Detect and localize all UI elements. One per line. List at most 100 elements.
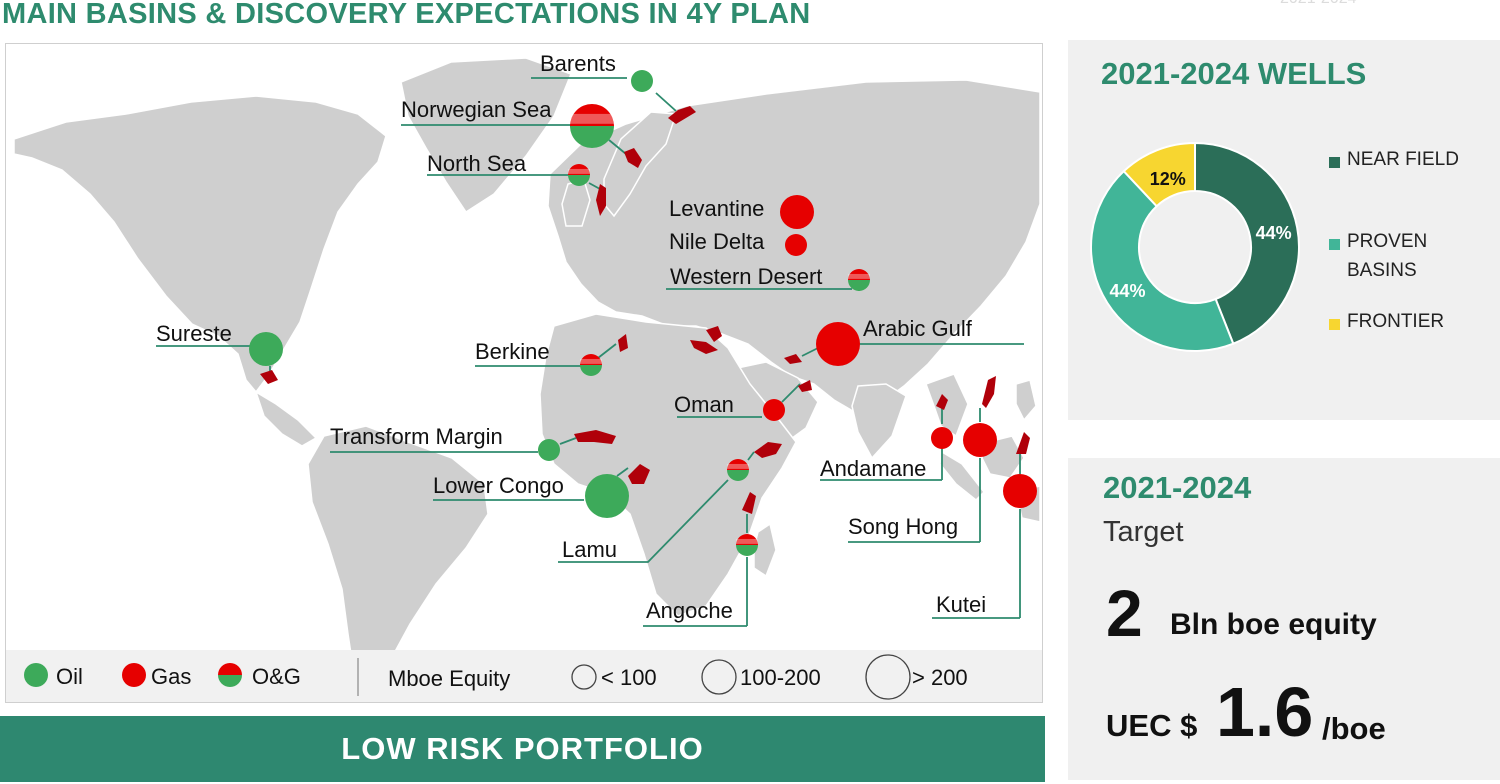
- label-kutei: Kutei: [936, 592, 987, 617]
- marker-arabic-gulf: [816, 322, 860, 366]
- basin-shape-norwegian: [624, 148, 642, 168]
- label-north-sea: North Sea: [427, 151, 527, 176]
- leader-norwegian-sea: [401, 124, 627, 155]
- legend-gas-label: Gas: [151, 664, 192, 689]
- leader-lower-congo: [433, 467, 629, 501]
- legend-size-title: Mboe Equity: [388, 666, 511, 691]
- marker-berkine: [580, 354, 602, 376]
- basin-shape-kutei-shape: [1016, 432, 1030, 454]
- wells-legend-label-0: NEAR FIELD: [1347, 149, 1459, 170]
- uec-unit: /boe: [1322, 711, 1386, 746]
- legend-og-label: O&G: [252, 664, 301, 689]
- basin-shape-barents: [668, 106, 696, 124]
- legend-size-medium-label: 100-200: [740, 665, 821, 690]
- target-unit: Bln boe equity: [1170, 608, 1377, 641]
- marker-kutei: [1003, 474, 1037, 508]
- wells-legend-label-1: PROVEN BASINS: [1347, 231, 1428, 281]
- donut-label-1: 44%: [1109, 281, 1145, 301]
- label-western-desert: Western Desert: [670, 264, 823, 289]
- legend-oil-label: Oil: [56, 664, 83, 689]
- marker-norwegian-sea: [570, 104, 614, 148]
- label-sureste: Sureste: [156, 321, 232, 346]
- label-arabic-gulf: Arabic Gulf: [863, 316, 972, 341]
- marker-angoche: [736, 534, 758, 556]
- uec-value: 1.6: [1216, 673, 1314, 751]
- wells-legend-swatch-0: [1329, 157, 1340, 168]
- target-label: Target: [1103, 516, 1184, 548]
- target-panel: 2021-2024 Target 2 Bln boe equity UEC $ …: [1068, 458, 1500, 780]
- wells-legend-swatch-1: [1329, 239, 1340, 250]
- target-years: 2021-2024: [1103, 470, 1252, 505]
- donut-slice-near-field: [1194, 141, 1300, 345]
- marker-levantine: [780, 195, 814, 229]
- legend-svg: [24, 654, 911, 700]
- basin-shape-congo-shape: [628, 464, 650, 484]
- label-song-hong: Song Hong: [848, 514, 959, 539]
- marker-transform-margin: [538, 439, 560, 461]
- continent-greenland: [400, 57, 572, 214]
- label-lower-congo: Lower Congo: [433, 473, 564, 498]
- leader-andamane: [820, 408, 943, 481]
- leader-song-hong: [848, 408, 981, 543]
- basin-shape-arabic-gulf-shape: [784, 354, 802, 364]
- leader-barents: [531, 77, 677, 112]
- leader-kutei: [932, 454, 1021, 619]
- world-map-panel: Barents Norwegian Sea North Sea Levantine Ni…: [5, 43, 1043, 703]
- label-lamu: Lamu: [562, 537, 618, 562]
- wells-title: 2021-2024 WELLS: [1101, 56, 1367, 91]
- continent-central-america: [254, 390, 318, 447]
- donut-label-0: 44%: [1256, 223, 1292, 243]
- basin-shape-sureste-shape: [260, 370, 278, 384]
- label-berkine: Berkine: [475, 339, 550, 364]
- low-risk-banner: LOW RISK PORTFOLIO: [0, 716, 1045, 782]
- basin-shape-western-desert: [706, 326, 722, 342]
- basin-shape-angoche-shape: [742, 492, 756, 514]
- basin-shape-north-sea: [596, 184, 606, 216]
- continent-sumatra: [939, 450, 986, 502]
- donut-slice-frontier: [1122, 141, 1196, 208]
- legend-size-large-label: > 200: [912, 665, 968, 690]
- leader-north-sea: [427, 174, 601, 190]
- basin-shape-oman-shape: [798, 380, 812, 392]
- marker-song-hong: [963, 423, 997, 457]
- leader-oman: [677, 383, 801, 418]
- page-title: MAIN BASINS & DISCOVERY EXPECTATIONS IN …: [2, 0, 811, 30]
- legend-size-small: [571, 664, 597, 690]
- leader-lines: [156, 77, 1024, 627]
- continent-se-asia: [925, 373, 969, 438]
- legend-gas-marker: [122, 663, 146, 687]
- world-map-svg: [13, 57, 1041, 692]
- legend-oil-marker: [24, 663, 48, 687]
- label-andamane: Andamane: [820, 456, 927, 481]
- continent-madagascar: [753, 522, 777, 578]
- world-continents: [13, 57, 1041, 692]
- label-angoche: Angoche: [646, 598, 733, 623]
- basin-shapes: [260, 106, 1030, 514]
- leader-arabic-gulf: [801, 343, 1024, 357]
- leader-transform-margin: [330, 437, 577, 453]
- donut-slice-proven-basins: [1090, 169, 1235, 352]
- basin-shape-lamu-shape: [754, 442, 782, 458]
- continent-india: [851, 383, 907, 460]
- marker-andamane: [931, 427, 953, 449]
- basin-shape-egypt-red-sea: [690, 340, 718, 354]
- marker-lower-congo: [585, 474, 629, 518]
- wells-legend-label-2: FRONTIER: [1347, 311, 1445, 332]
- marker-north-sea: [568, 164, 590, 186]
- marker-lamu: [727, 459, 749, 481]
- ghost-header-text: 2021-2024: [1280, 0, 1357, 8]
- marker-oman: [763, 399, 785, 421]
- basin-shape-transform-margin-shape: [574, 430, 616, 444]
- continent-south-america: [307, 425, 489, 692]
- leader-angoche: [643, 514, 748, 627]
- label-oman: Oman: [674, 392, 734, 417]
- marker-sureste: [249, 332, 283, 366]
- label-levantine: Levantine: [669, 196, 765, 221]
- donut-label-2: 12%: [1150, 169, 1186, 189]
- basin-shape-song-hong-shape: [982, 376, 996, 408]
- wells-donut-chart: 44% 44% 12%: [1090, 141, 1300, 352]
- legend-size-medium: [701, 659, 737, 695]
- wells-legend-swatch-2: [1329, 319, 1340, 330]
- label-transform-margin: Transform Margin: [330, 424, 503, 449]
- continent-north-america: [13, 95, 387, 394]
